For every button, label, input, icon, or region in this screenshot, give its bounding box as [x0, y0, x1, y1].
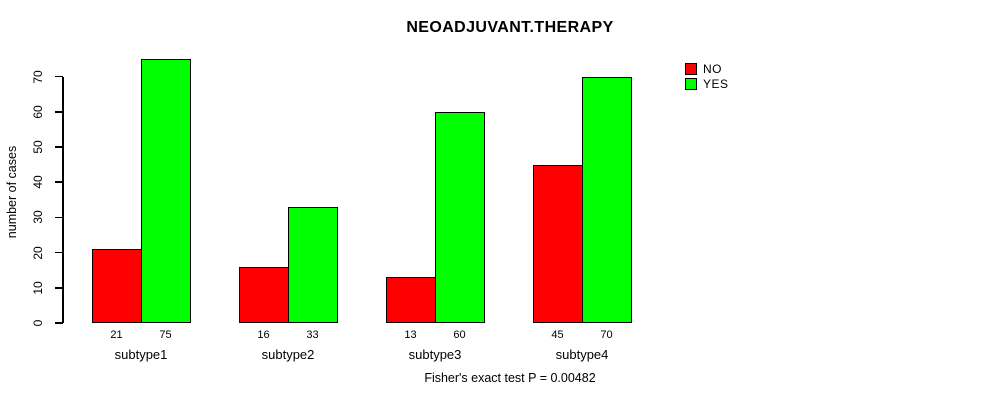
y-tick-mark [55, 322, 63, 324]
bar-value-label-no-subtype3: 13 [404, 329, 417, 341]
category-label-subtype3: subtype3 [408, 347, 462, 362]
bar-yes-subtype2 [288, 207, 338, 323]
bar-value-label-yes-subtype3: 60 [453, 329, 466, 341]
y-axis-title: number of cases [5, 145, 19, 239]
y-tick-label: 0 [31, 319, 45, 327]
bar-yes-subtype3 [435, 112, 485, 323]
caption-fishers-test: Fisher's exact test P = 0.00482 [424, 371, 596, 385]
plot-area: 21 75 subtype1 16 33 subtype2 13 60 subtype3 45 70… [63, 59, 663, 362]
y-tick-label: 50 [31, 140, 45, 154]
y-tick-label: 70 [31, 69, 45, 84]
legend-item-yes: YES [685, 76, 729, 91]
category-label-subtype1: subtype1 [114, 347, 168, 362]
bar-value-label-yes-subtype4: 70 [600, 329, 613, 341]
bar-value-label-no-subtype4: 45 [551, 329, 564, 341]
y-tick-mark [55, 287, 63, 289]
legend-label-no: NO [703, 61, 722, 76]
bar-no-subtype1 [92, 249, 142, 323]
bar-value-label-yes-subtype1: 75 [159, 329, 172, 341]
bar-yes-subtype1 [141, 59, 191, 323]
legend-label-yes: YES [703, 76, 729, 91]
y-tick-label: 40 [31, 175, 45, 189]
bar-value-label-no-subtype1: 21 [110, 329, 123, 341]
category-label-subtype2: subtype2 [261, 347, 315, 362]
bar-value-label-yes-subtype2: 33 [306, 329, 319, 341]
y-axis-line [62, 76, 64, 323]
chart-title: NEOADJUVANT.THERAPY [406, 19, 614, 36]
y-tick-label: 30 [31, 210, 45, 225]
y-tick-mark [55, 181, 63, 183]
y-tick-mark [55, 75, 63, 78]
legend-item-no: NO [685, 61, 729, 76]
bar-value-label-no-subtype2: 16 [257, 329, 270, 341]
y-tick-label: 10 [31, 281, 45, 295]
y-tick-label: 60 [31, 105, 45, 119]
y-tick-mark [55, 216, 63, 219]
legend-swatch-yes [685, 77, 697, 90]
y-tick-mark [55, 146, 63, 148]
y-tick-mark [55, 111, 63, 113]
bar-yes-subtype4 [582, 77, 632, 323]
bar-no-subtype2 [239, 267, 289, 323]
bar-no-subtype4 [533, 165, 583, 323]
bar-no-subtype3 [386, 277, 436, 323]
legend-swatch-no [685, 62, 697, 75]
category-label-subtype4: subtype4 [555, 347, 609, 362]
legend: NO YES [685, 61, 729, 91]
y-tick-mark [55, 251, 63, 254]
y-tick-label: 20 [31, 245, 45, 260]
